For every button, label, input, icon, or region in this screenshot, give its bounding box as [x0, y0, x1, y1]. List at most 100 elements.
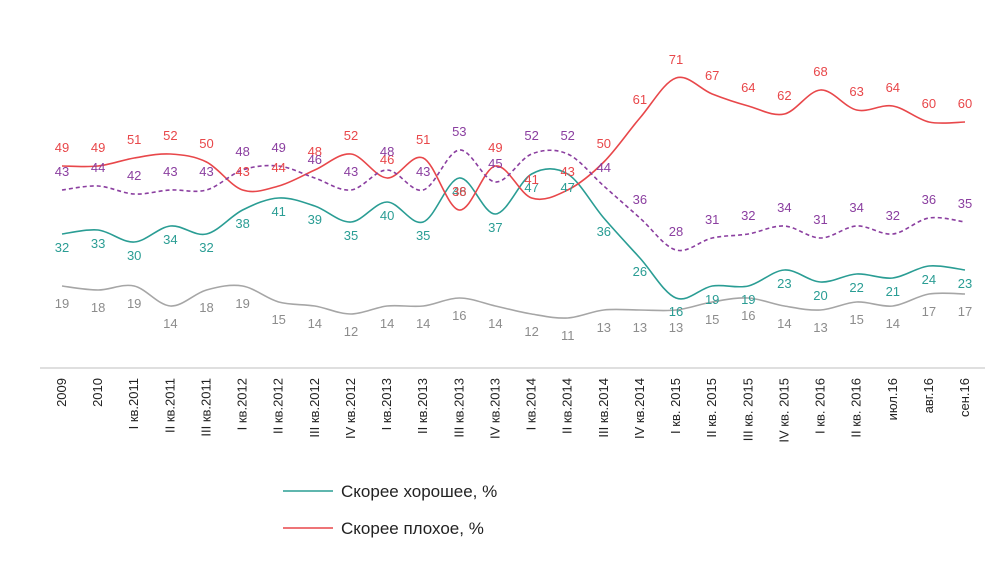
series-good-data-label: 19: [705, 292, 719, 307]
x-tick-label: III кв.2013: [451, 378, 466, 438]
series-layer: [61, 76, 966, 319]
x-tick-label: IV кв.2014: [632, 378, 647, 439]
x-tick-label: I кв.2013: [379, 378, 394, 430]
series-bad-data-label: 67: [705, 68, 719, 83]
series-neutral-data-label: 31: [813, 212, 827, 227]
x-tick-label: II кв.2011: [162, 378, 177, 433]
series-bad-data-label: 38: [452, 184, 466, 199]
series-neutral-data-label: 43: [416, 164, 430, 179]
series-neutral-data-label: 36: [633, 192, 647, 207]
series-good-data-label: 21: [886, 284, 900, 299]
series-other-data-label: 15: [705, 312, 719, 327]
legend: Скорее хорошее, % Скорее плохое, %: [283, 482, 497, 538]
x-tick-label: III кв.2011: [199, 378, 214, 437]
series-neutral-data-label: 48: [380, 144, 394, 159]
series-bad-data-label: 49: [91, 140, 105, 155]
series-bad-data-label: 60: [922, 96, 936, 111]
series-good-data-label: 33: [91, 236, 105, 251]
series-neutral-data-label: 28: [669, 224, 683, 239]
series-bad-data-label: 46: [380, 152, 394, 167]
series-other-data-label: 16: [741, 308, 755, 323]
series-bad-data-label: 51: [127, 132, 141, 147]
series-bad-data-label: 43: [560, 164, 574, 179]
series-good-data-label: 32: [55, 240, 69, 255]
x-tick-label: авг.16: [921, 378, 936, 413]
series-good-data-label: 34: [163, 232, 177, 247]
series-neutral-data-label: 34: [849, 200, 863, 215]
series-other-data-label: 14: [163, 316, 177, 331]
series-neutral-data-label: 32: [741, 208, 755, 223]
series-bad-data-label: 48: [308, 144, 322, 159]
series-good-data-label: 47: [524, 180, 538, 195]
series-neutral-data-label: 44: [597, 160, 611, 175]
x-tick-label: II кв.2013: [415, 378, 430, 434]
series-other-data-label: 19: [55, 296, 69, 311]
series-bad-data-label: 49: [488, 140, 502, 155]
series-bad-data-label: 64: [886, 80, 900, 95]
series-neutral-data-label: 52: [524, 128, 538, 143]
series-neutral-data-label: 35: [958, 196, 972, 211]
x-tick-label: 2010: [90, 378, 105, 407]
series-good-data-label: 38: [235, 216, 249, 231]
series-other-data-label: 18: [199, 300, 213, 315]
x-tick-label: I кв. 2016: [813, 378, 828, 434]
series-bad-data-label: 52: [344, 128, 358, 143]
series-other-data-label: 13: [597, 320, 611, 335]
series-other-data-label: 11: [561, 328, 575, 343]
series-other-data-label: 16: [452, 308, 466, 323]
x-tick-label: I кв.2014: [524, 378, 539, 430]
series-other-data-label: 14: [308, 316, 322, 331]
series-good-data-label: 35: [416, 228, 430, 243]
series-other-data-label: 18: [91, 300, 105, 315]
series-neutral-data-label: 31: [705, 212, 719, 227]
series-bad-data-label: 61: [633, 92, 647, 107]
series-bad-data-label: 44: [271, 160, 285, 175]
series-bad-data-label: 64: [741, 80, 755, 95]
series-good-data-label: 39: [308, 212, 322, 227]
series-bad-data-label: 52: [163, 128, 177, 143]
series-neutral-data-label: 43: [55, 164, 69, 179]
series-other-data-label: 14: [777, 316, 791, 331]
series-other-data-label: 14: [488, 316, 502, 331]
series-other-data-label: 12: [524, 324, 538, 339]
series-bad-data-label: 49: [55, 140, 69, 155]
series-good-data-label: 26: [633, 264, 647, 279]
x-tick-label: II кв.2014: [560, 378, 575, 434]
x-tick-label: I кв. 2015: [668, 378, 683, 434]
x-tick-label: сен.16: [957, 378, 972, 417]
series-neutral-data-label: 53: [452, 124, 466, 139]
series-other-data-label: 13: [813, 320, 827, 335]
series-good-data-label: 41: [271, 204, 285, 219]
series-good-line: [61, 167, 966, 300]
series-other-data-label: 14: [380, 316, 394, 331]
series-good-data-label: 24: [922, 272, 936, 287]
x-axis-ticks: 2009 2010 I кв.2011 II кв.2011 III кв.2011 I …: [54, 378, 972, 443]
series-bad-data-label: 60: [958, 96, 972, 111]
series-other-data-label: 12: [344, 324, 358, 339]
series-other-data-label: 19: [235, 296, 249, 311]
series-bad-data-label: 63: [849, 84, 863, 99]
legend-label-bad: Скорее плохое, %: [341, 519, 484, 538]
series-other-data-label: 14: [416, 316, 430, 331]
series-other-data-label: 15: [849, 312, 863, 327]
series-good-data-label: 22: [849, 280, 863, 295]
series-other-data-label: 17: [922, 304, 936, 319]
series-neutral-data-label: 42: [127, 168, 141, 183]
series-other-data-label: 19: [127, 296, 141, 311]
series-good-data-label: 23: [777, 276, 791, 291]
series-bad-data-label: 62: [777, 88, 791, 103]
x-tick-label: IV кв.2012: [343, 378, 358, 439]
series-good-data-label: 47: [560, 180, 574, 195]
series-neutral-data-label: 43: [344, 164, 358, 179]
x-tick-label: III кв.2012: [307, 378, 322, 438]
x-tick-label: II кв. 2015: [704, 378, 719, 438]
series-good-data-label: 40: [380, 208, 394, 223]
series-bad-data-label: 43: [235, 164, 249, 179]
series-other-line: [61, 284, 966, 319]
series-neutral-data-label: 32: [886, 208, 900, 223]
series-neutral-data-label: 52: [560, 128, 574, 143]
series-bad-data-label: 41: [524, 172, 538, 187]
x-tick-label: III кв. 2015: [740, 378, 755, 441]
x-tick-label: I кв.2012: [235, 378, 250, 430]
